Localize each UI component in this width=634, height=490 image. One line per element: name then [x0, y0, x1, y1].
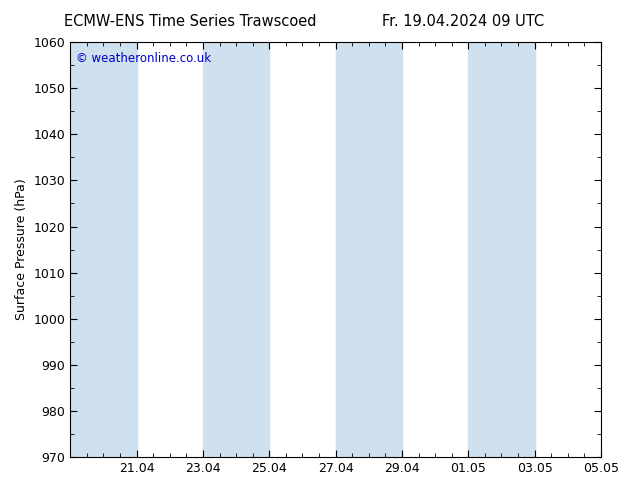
Text: © weatheronline.co.uk: © weatheronline.co.uk — [75, 52, 210, 66]
Y-axis label: Surface Pressure (hPa): Surface Pressure (hPa) — [15, 179, 28, 320]
Bar — [70, 42, 137, 457]
Bar — [203, 42, 269, 457]
Bar — [469, 42, 534, 457]
Bar — [335, 42, 402, 457]
Text: Fr. 19.04.2024 09 UTC: Fr. 19.04.2024 09 UTC — [382, 14, 544, 29]
Text: ECMW-ENS Time Series Trawscoed: ECMW-ENS Time Series Trawscoed — [64, 14, 316, 29]
